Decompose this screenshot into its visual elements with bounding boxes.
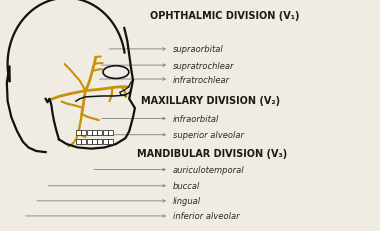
Text: infraorbital: infraorbital <box>173 115 219 123</box>
Text: supratrochlear: supratrochlear <box>173 61 234 70</box>
Bar <box>97 131 102 136</box>
Bar <box>81 131 86 136</box>
Bar <box>92 131 97 136</box>
Bar <box>76 131 81 136</box>
Bar <box>108 131 113 136</box>
Bar <box>87 131 92 136</box>
Text: lingual: lingual <box>173 197 201 205</box>
Bar <box>108 139 113 144</box>
Text: inferior alveolar: inferior alveolar <box>173 212 239 220</box>
Bar <box>103 131 108 136</box>
Text: auriculotemporal: auriculotemporal <box>173 165 244 174</box>
Bar <box>81 139 86 144</box>
Text: superior alveolar: superior alveolar <box>173 131 244 140</box>
Text: OPHTHALMIC DIVISION (V₁): OPHTHALMIC DIVISION (V₁) <box>150 11 299 21</box>
Bar <box>103 139 108 144</box>
Bar <box>92 139 97 144</box>
Text: infratrochlear: infratrochlear <box>173 75 230 84</box>
Bar <box>76 139 81 144</box>
Text: supraorbital: supraorbital <box>173 45 224 54</box>
Bar <box>97 139 102 144</box>
Text: buccal: buccal <box>173 182 200 190</box>
Text: MAXILLARY DIVISION (V₂): MAXILLARY DIVISION (V₂) <box>141 95 280 106</box>
Bar <box>87 139 92 144</box>
Text: MANDIBULAR DIVISION (V₃): MANDIBULAR DIVISION (V₃) <box>137 149 287 159</box>
